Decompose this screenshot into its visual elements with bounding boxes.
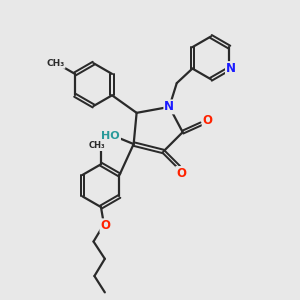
- Text: HO: HO: [101, 131, 120, 141]
- Text: N: N: [226, 62, 236, 75]
- Text: CH₃: CH₃: [88, 141, 105, 150]
- Text: CH₃: CH₃: [46, 59, 65, 68]
- Text: N: N: [164, 100, 174, 113]
- Text: O: O: [176, 167, 186, 180]
- Text: O: O: [100, 219, 110, 232]
- Text: O: O: [203, 114, 213, 128]
